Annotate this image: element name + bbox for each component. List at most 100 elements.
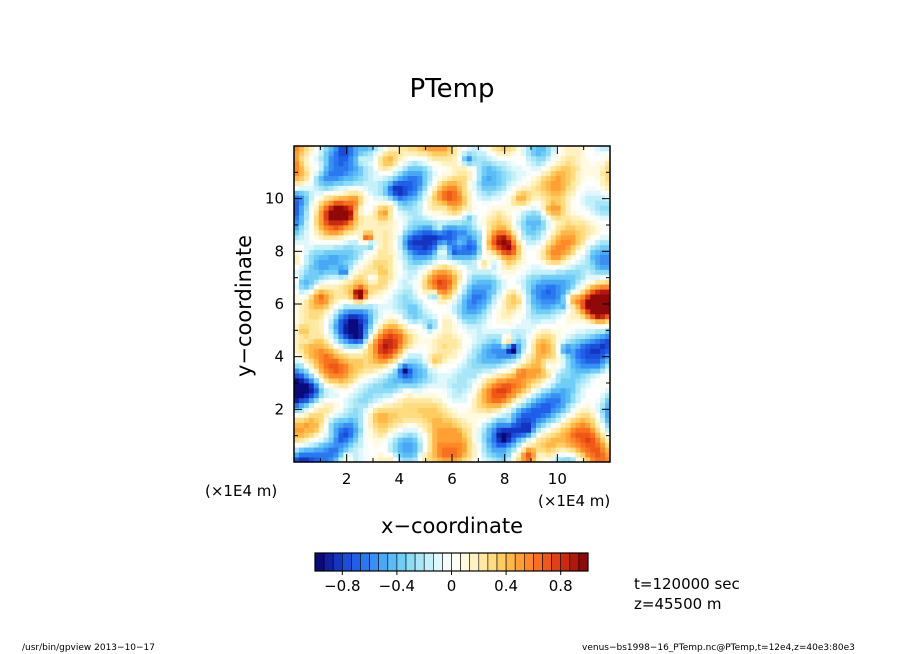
heatmap-cell: [353, 353, 359, 359]
heatmap-cell: [516, 299, 522, 305]
heatmap-cell: [298, 180, 305, 186]
heatmap-cell: [377, 417, 384, 423]
heatmap-cell: [318, 422, 325, 428]
heatmap-cell: [363, 422, 369, 428]
heatmap-cell: [417, 387, 423, 394]
heatmap-cell: [363, 402, 369, 409]
heatmap-cell: [353, 343, 359, 349]
heatmap-cell: [308, 264, 315, 270]
heatmap-cell: [387, 299, 394, 305]
heatmap-cell: [516, 323, 522, 330]
heatmap-cell: [461, 417, 468, 423]
heatmap-cell: [555, 432, 562, 438]
heatmap-cell: [545, 146, 552, 152]
heatmap-cell: [461, 190, 468, 196]
heatmap-cell: [348, 422, 354, 428]
heatmap-cell: [461, 239, 468, 246]
heatmap-cell: [422, 313, 428, 320]
heatmap-cell: [545, 170, 552, 177]
heatmap-cell: [575, 343, 581, 349]
heatmap-cell: [605, 417, 610, 423]
heatmap-cell: [368, 146, 374, 152]
heatmap-cell: [313, 457, 320, 462]
heatmap-cell: [323, 358, 329, 364]
heatmap-cell: [585, 215, 591, 221]
heatmap-cell: [461, 427, 468, 433]
heatmap-cell: [397, 205, 404, 211]
heatmap-cell: [540, 200, 547, 206]
heatmap-cell: [565, 333, 571, 339]
heatmap-cell: [565, 279, 571, 285]
heatmap-cell: [323, 289, 329, 295]
heatmap-cell: [348, 304, 354, 310]
heatmap-cell: [535, 225, 542, 231]
heatmap-cell: [402, 239, 408, 246]
heatmap-cell: [382, 383, 389, 389]
heatmap-cell: [456, 442, 463, 448]
heatmap-cell: [427, 427, 433, 433]
heatmap-cell: [392, 333, 399, 339]
heatmap-cell: [501, 387, 507, 394]
heatmap-cell: [560, 239, 566, 246]
heatmap-cell: [540, 338, 547, 344]
heatmap-cell: [521, 234, 527, 241]
heatmap-cell: [511, 308, 517, 315]
heatmap-cell: [491, 304, 497, 310]
heatmap-cell: [565, 220, 571, 226]
heatmap-cell: [506, 333, 512, 339]
heatmap-cell: [392, 338, 399, 344]
heatmap-cell: [560, 452, 566, 458]
heatmap-cell: [491, 284, 497, 290]
heatmap-cell: [481, 195, 487, 201]
heatmap-cell: [560, 343, 566, 349]
heatmap-cell: [550, 284, 557, 290]
heatmap-cell: [570, 284, 576, 290]
heatmap-cell: [417, 190, 423, 196]
heatmap-cell: [392, 308, 399, 315]
heatmap-cell: [387, 239, 394, 246]
heatmap-cell: [387, 264, 394, 270]
heatmap-cell: [531, 358, 537, 364]
heatmap-cell: [338, 229, 344, 236]
heatmap-cell: [427, 274, 433, 280]
heatmap-cell: [506, 348, 512, 354]
heatmap-cell: [303, 170, 310, 177]
heatmap-cell: [545, 363, 552, 369]
heatmap-cell: [437, 378, 443, 384]
heatmap-cell: [373, 442, 379, 448]
heatmap-cell: [353, 373, 359, 379]
heatmap-cell: [294, 170, 300, 177]
heatmap-cell: [417, 304, 423, 310]
heatmap-cell: [432, 417, 438, 423]
heatmap-cell: [461, 313, 468, 320]
heatmap-cell: [540, 348, 547, 354]
heatmap-cell: [294, 378, 300, 384]
heatmap-cell: [402, 279, 408, 285]
heatmap-cell: [363, 323, 369, 330]
heatmap-cell: [476, 294, 483, 300]
heatmap-cell: [540, 407, 547, 414]
heatmap-cell: [521, 229, 527, 236]
heatmap-cell: [363, 239, 369, 246]
heatmap-cell: [323, 378, 329, 384]
heatmap-cell: [481, 210, 487, 216]
heatmap-cell: [338, 234, 344, 241]
heatmap-cell: [575, 348, 581, 354]
heatmap-cell: [456, 259, 463, 265]
heatmap-cell: [328, 274, 334, 280]
heatmap-cell: [526, 387, 532, 394]
heatmap-cell: [437, 392, 443, 399]
heatmap-cell: [377, 229, 384, 236]
heatmap-cell: [531, 422, 537, 428]
heatmap-cell: [580, 422, 586, 428]
heatmap-cell: [308, 160, 315, 167]
heatmap-cell: [353, 190, 359, 196]
heatmap-cell: [373, 304, 379, 310]
heatmap-cell: [382, 304, 389, 310]
heatmap-cell: [353, 368, 359, 374]
heatmap-cell: [600, 457, 606, 462]
heatmap-cell: [496, 229, 502, 236]
heatmap-cell: [437, 254, 443, 260]
colorbar-swatch: [533, 552, 543, 572]
heatmap-cell: [570, 308, 576, 315]
